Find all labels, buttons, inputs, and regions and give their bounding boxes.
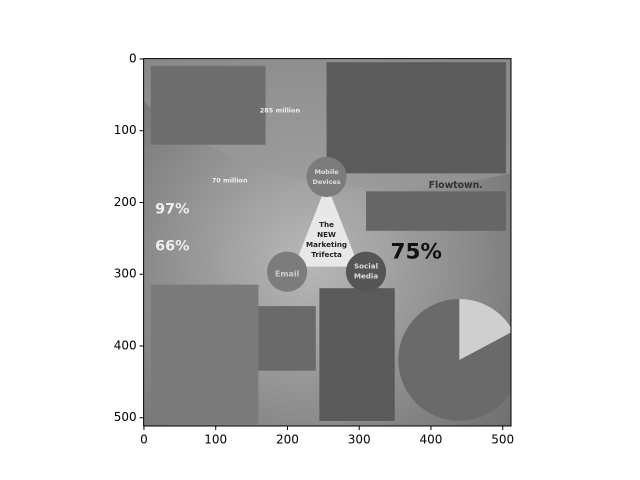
image-text: Marketing (306, 240, 347, 249)
panel (366, 191, 506, 231)
image-text: 97% (155, 201, 189, 217)
y-tick-label: 500 (114, 410, 137, 424)
image-text: 75% (391, 239, 443, 264)
y-tick-label: 400 (114, 338, 137, 352)
image-text: Email (275, 269, 300, 278)
image-text: Media (354, 272, 379, 281)
image-text: 70 million (212, 177, 248, 185)
x-tick-label: 500 (491, 433, 514, 447)
image-text: 285 million (260, 106, 301, 114)
panel (150, 65, 266, 145)
panel (326, 62, 506, 174)
image-text: Social (354, 262, 378, 271)
triangle (294, 184, 359, 267)
y-tick-label: 0 (129, 51, 137, 65)
x-tick-label: 0 (140, 433, 148, 447)
image-text: NEW (317, 230, 336, 239)
image-text: Mobile (314, 168, 339, 176)
circle (345, 251, 387, 292)
pie-slice (459, 298, 511, 360)
y-tick-label: 200 (114, 195, 137, 209)
x-tick-label: 100 (204, 433, 227, 447)
y-tick-label: 300 (114, 267, 137, 281)
x-tick-label: 400 (420, 433, 443, 447)
image: 285 million 70 million 97% 66% Mobile Devices… (143, 58, 511, 426)
image-text: The (319, 220, 334, 229)
image-text: Devices (312, 178, 340, 186)
y-tick-label: 100 (114, 123, 137, 137)
panel (319, 288, 395, 421)
image-text: Flowtown. (429, 180, 483, 191)
panel (150, 284, 259, 425)
circle (306, 156, 347, 198)
x-tick-label: 300 (348, 433, 371, 447)
image-text: 66% (155, 239, 189, 255)
x-tick-label: 200 (276, 433, 299, 447)
circle (267, 251, 308, 292)
image-text: Trifecta (311, 250, 342, 259)
axes-frame (143, 58, 512, 427)
